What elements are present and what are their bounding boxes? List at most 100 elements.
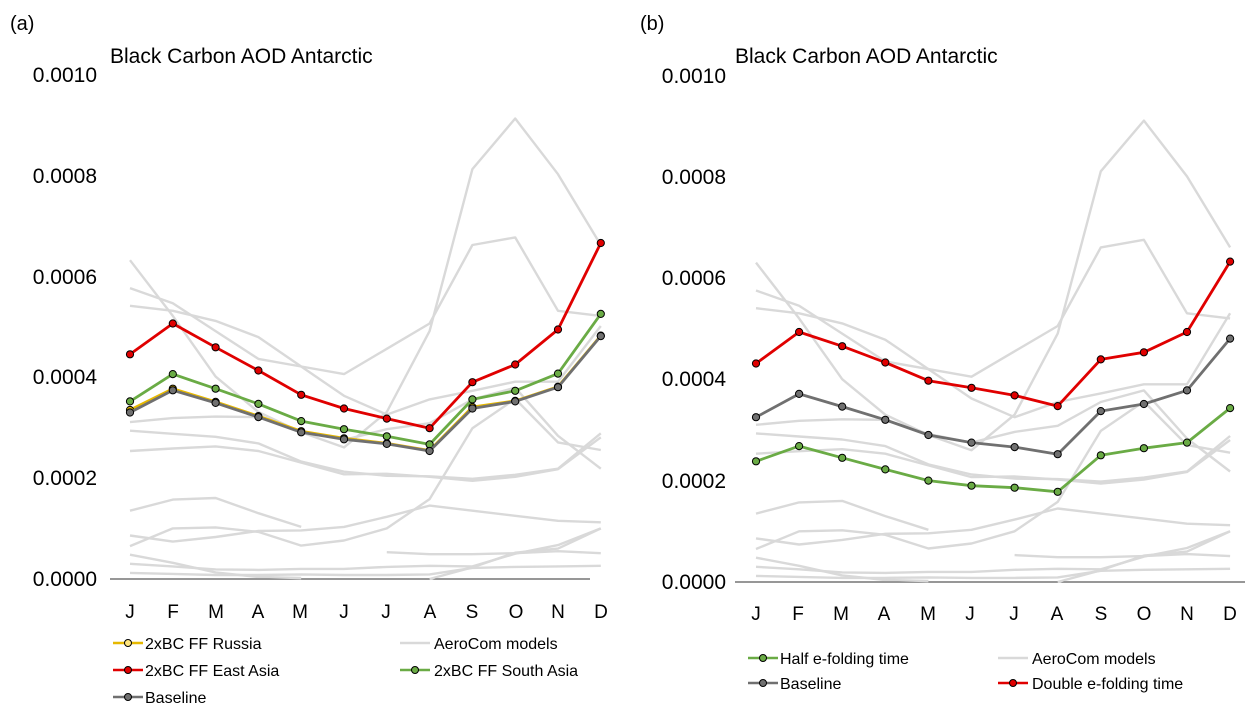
x-tick-label: M <box>920 604 936 625</box>
aerocom-model-line <box>755 119 1232 452</box>
data-point-2xbc-ff-east-asia <box>468 378 477 387</box>
data-point-baseline <box>211 398 220 407</box>
aerocom-model-line <box>129 386 602 470</box>
data-point-2xbc-ff-east-asia <box>425 424 434 433</box>
legend-swatch-marker <box>759 679 767 687</box>
data-point-half-e-folding-time <box>751 457 761 466</box>
data-point-baseline <box>1053 450 1062 459</box>
aerocom-lines-a <box>129 117 602 581</box>
data-point-half-e-folding-time <box>1010 483 1019 492</box>
series-line-double-e-folding-time <box>755 260 1232 408</box>
data-point-double-e-folding-time <box>795 327 804 337</box>
legend-swatch-marker <box>411 666 419 674</box>
aerocom-model-line <box>129 436 602 482</box>
legend-label: 2xBC FF South Asia <box>434 663 578 680</box>
x-tick-label: S <box>1095 604 1108 625</box>
panel-b: (b) Black Carbon AOD Antarctic 0.0010 0.… <box>640 13 1245 693</box>
legend-entry: AeroCom models <box>400 636 558 653</box>
data-point-double-e-folding-time <box>838 342 847 351</box>
data-point-2xbc-ff-south-asia <box>339 425 349 434</box>
data-point-double-e-folding-time <box>967 383 976 392</box>
data-point-baseline <box>881 415 890 424</box>
series-line-2xbc-ff-south-asia <box>129 313 602 446</box>
data-point-2xbc-ff-south-asia <box>468 395 477 404</box>
aerocom-model-line <box>386 550 601 556</box>
aerocom-model-line <box>1057 530 1231 584</box>
legend-b: Half e-folding time AeroCom models Basel… <box>748 651 1183 693</box>
data-point-2xbc-ff-east-asia <box>511 360 520 369</box>
x-tick-label: A <box>424 602 437 623</box>
x-tick-label: J <box>965 604 975 625</box>
aerocom-model-line <box>429 527 602 581</box>
data-point-half-e-folding-time <box>967 481 976 490</box>
data-point-2xbc-ff-east-asia <box>297 390 306 399</box>
chart-title-b: Black Carbon AOD Antarctic <box>735 45 998 68</box>
data-point-baseline <box>125 408 135 417</box>
aerocom-model-line <box>129 236 601 376</box>
data-point-double-e-folding-time <box>1182 327 1192 337</box>
y-tick-label: 0.0000 <box>33 568 97 591</box>
x-tick-label: S <box>466 602 479 623</box>
series-line-half-e-folding-time <box>755 407 1231 494</box>
legend-entry: 2xBC FF Russia <box>113 636 262 653</box>
data-point-double-e-folding-time <box>1053 402 1062 411</box>
data-point-baseline <box>596 332 605 341</box>
y-tick-label: 0.0006 <box>33 266 97 289</box>
data-point-baseline <box>1010 443 1019 452</box>
data-point-2xbc-ff-east-asia <box>125 350 135 359</box>
x-tick-label: D <box>1223 604 1237 625</box>
x-tick-label: O <box>1137 604 1152 625</box>
x-tick-label: F <box>792 604 804 625</box>
aerocom-model-line <box>129 564 601 577</box>
aerocom-model-line <box>129 553 302 580</box>
aerocom-model-line <box>1014 552 1231 559</box>
data-point-double-e-folding-time <box>1010 391 1019 400</box>
series-lines-a <box>125 238 605 456</box>
data-point-2xbc-ff-east-asia <box>596 238 605 248</box>
data-point-baseline <box>1096 407 1105 416</box>
x-tick-label: M <box>208 602 224 623</box>
data-point-baseline <box>425 446 434 456</box>
legend-entry: Half e-folding time <box>748 651 909 668</box>
aerocom-model-line <box>129 429 602 480</box>
x-tick-label: J <box>125 602 135 623</box>
legend-entry: Double e-folding time <box>998 676 1183 693</box>
legend-label: Baseline <box>780 676 841 693</box>
y-tick-label: 0.0010 <box>662 65 726 88</box>
data-point-baseline <box>1139 399 1149 409</box>
y-tick-label: 0.0010 <box>33 64 97 87</box>
y-tick-label: 0.0006 <box>662 267 726 290</box>
data-point-double-e-folding-time <box>1226 257 1235 266</box>
y-tick-label: 0.0000 <box>662 571 726 594</box>
aerocom-model-line <box>755 439 1231 485</box>
data-point-half-e-folding-time <box>838 453 847 462</box>
aerocom-model-line <box>129 117 602 449</box>
series-lines-b <box>751 257 1235 496</box>
data-point-baseline <box>297 428 306 437</box>
data-point-baseline <box>511 397 520 406</box>
x-tick-label: J <box>381 602 391 623</box>
data-point-2xbc-ff-east-asia <box>254 366 263 375</box>
x-tick-label: J <box>339 602 349 623</box>
data-point-double-e-folding-time <box>881 358 890 367</box>
data-point-half-e-folding-time <box>1096 451 1105 460</box>
legend-entry: Baseline <box>748 676 841 693</box>
legend-entry: Baseline <box>113 690 206 705</box>
legend-swatch-marker <box>759 654 767 662</box>
aerocom-model-line <box>129 496 302 529</box>
data-point-2xbc-ff-south-asia <box>297 417 306 426</box>
panel-a: (a) Black Carbon AOD Antarctic 0.0010 0.… <box>10 13 608 705</box>
x-tick-label: O <box>509 602 524 623</box>
x-tick-label: N <box>551 602 565 623</box>
data-point-baseline <box>168 386 177 395</box>
x-tick-label: A <box>878 604 891 625</box>
x-tick-label: A <box>252 602 265 623</box>
data-point-baseline <box>553 383 563 392</box>
data-point-baseline <box>1226 334 1235 343</box>
y-tick-label: 0.0002 <box>662 470 726 493</box>
legend-swatch-marker <box>124 693 132 701</box>
legend-entry: AeroCom models <box>998 651 1156 668</box>
data-point-2xbc-ff-south-asia <box>254 399 263 408</box>
legend-label: 2xBC FF East Asia <box>145 663 279 680</box>
x-tick-label: M <box>292 602 308 623</box>
